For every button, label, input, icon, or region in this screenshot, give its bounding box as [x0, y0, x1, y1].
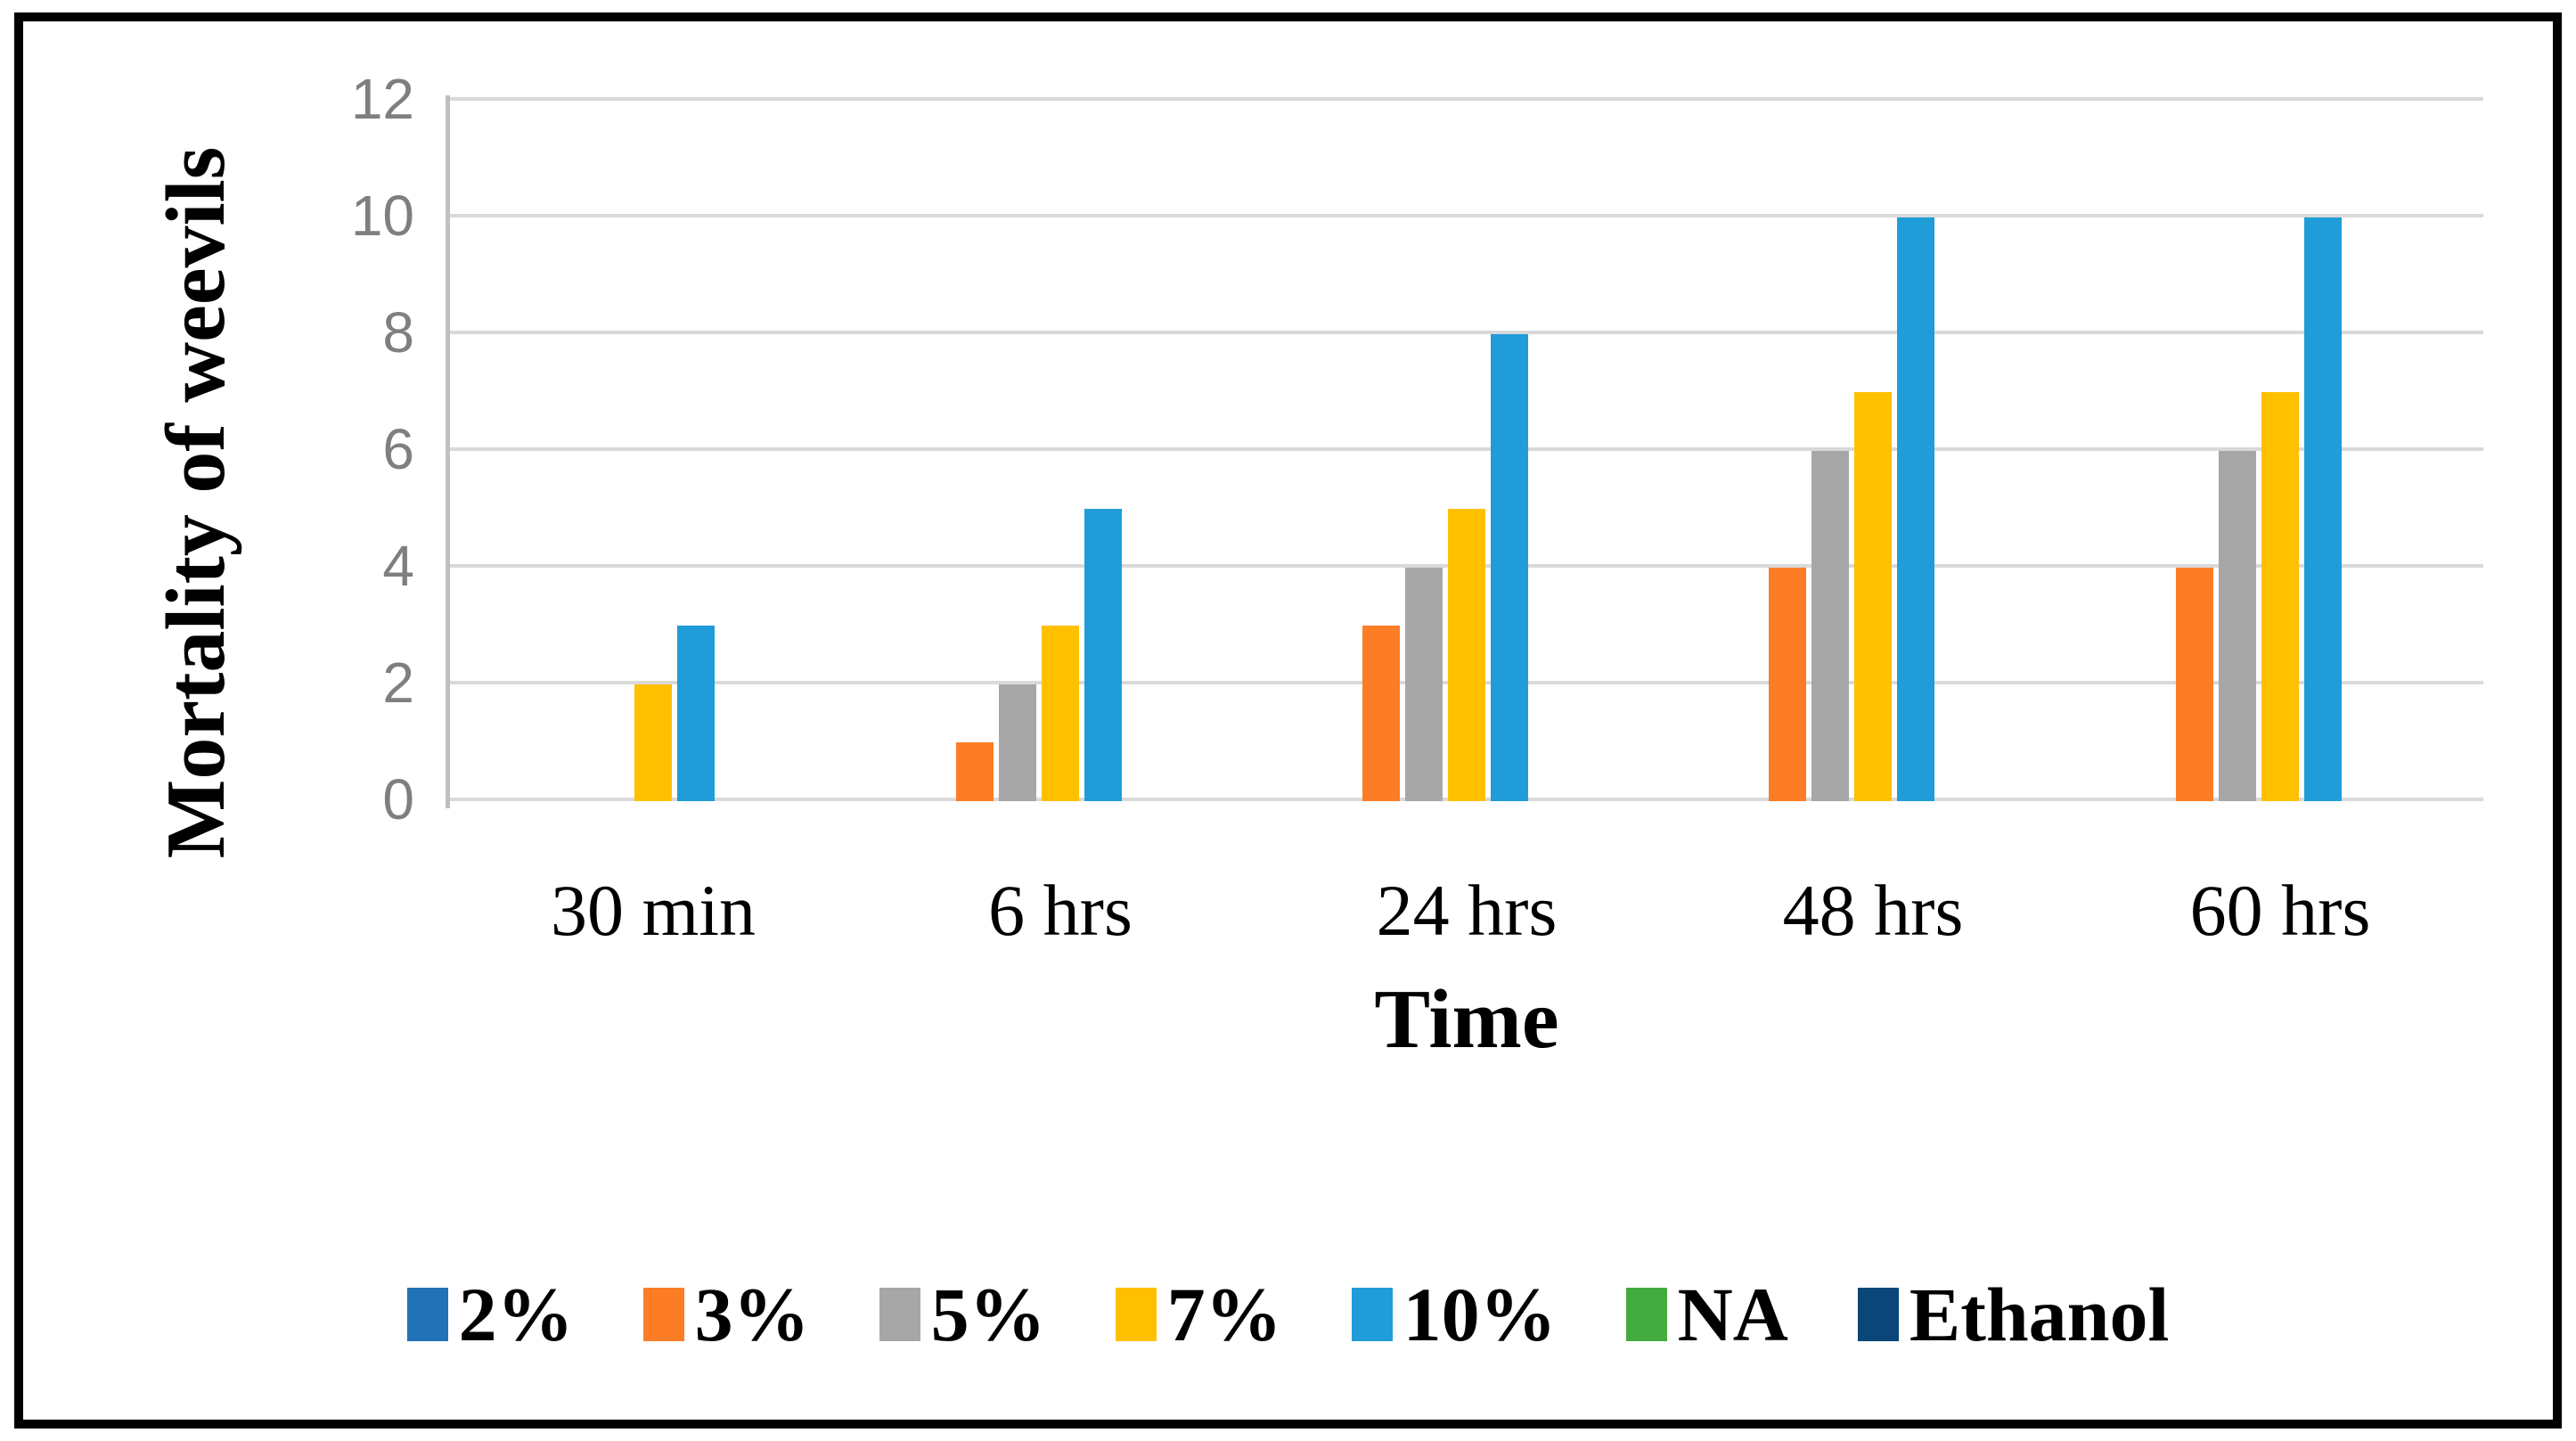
legend-label: 7% [1166, 1272, 1282, 1357]
y-tick-label-4: 4 [382, 534, 414, 598]
legend-swatch-icon [879, 1288, 920, 1341]
legend-label: 3% [694, 1272, 810, 1357]
y-tick-label-2: 2 [382, 651, 414, 715]
bar-5pct-60-hrs [2219, 451, 2256, 801]
x-category-label-48-hrs: 48 hrs [1782, 870, 1964, 951]
legend-item-2pct: 2% [406, 1270, 574, 1359]
bar-10pct-30-min [677, 626, 715, 801]
bar-7pct-30-min [634, 684, 672, 801]
y-tick-label-10: 10 [350, 184, 414, 248]
gridline-y-10 [450, 214, 2483, 217]
bar-10pct-24-hrs [1491, 334, 1528, 801]
legend-swatch-icon [406, 1288, 448, 1341]
y-tick-label-12: 12 [350, 67, 414, 131]
y-axis-line [446, 95, 450, 808]
plot-area [450, 95, 2483, 801]
legend-item-NA: NA [1625, 1270, 1788, 1359]
gridline-y-6 [450, 447, 2483, 451]
bar-7pct-24-hrs [1448, 509, 1485, 801]
legend-item-7pct: 7% [1115, 1270, 1282, 1359]
legend-swatch-icon [1625, 1288, 1667, 1341]
x-category-label-60-hrs: 60 hrs [2189, 870, 2371, 951]
y-tick-label-6: 6 [382, 417, 414, 481]
bar-10pct-60-hrs [2304, 217, 2342, 801]
figure-border [14, 12, 2562, 1429]
bar-7pct-60-hrs [2261, 392, 2299, 801]
legend-item-5pct: 5% [879, 1270, 1046, 1359]
x-category-label-24-hrs: 24 hrs [1376, 870, 1558, 951]
x-category-label-30-min: 30 min [550, 870, 756, 951]
legend-item-Ethanol: Ethanol [1857, 1270, 2170, 1359]
gridline-y-12 [450, 97, 2483, 101]
legend: 2% 3% 5% 7% 10% NA Ethanol [0, 1270, 2576, 1359]
y-tick-label-8: 8 [382, 300, 414, 364]
bar-3pct-48-hrs [1769, 568, 1806, 801]
legend-item-3pct: 3% [642, 1270, 810, 1359]
legend-label: 2% [458, 1272, 574, 1357]
bar-5pct-48-hrs [1811, 451, 1849, 801]
bar-5pct-6-hrs [999, 684, 1036, 801]
gridline-y-8 [450, 331, 2483, 334]
legend-label: Ethanol [1909, 1272, 2170, 1357]
bar-10pct-6-hrs [1084, 509, 1122, 801]
legend-swatch-icon [1115, 1288, 1157, 1341]
legend-swatch-icon [1857, 1288, 1899, 1341]
bar-3pct-24-hrs [1362, 626, 1400, 801]
legend-swatch-icon [1351, 1288, 1393, 1341]
legend-label: 5% [930, 1272, 1046, 1357]
legend-label: NA [1677, 1272, 1788, 1357]
legend-swatch-icon [642, 1288, 684, 1341]
y-tick-label-0: 0 [382, 767, 414, 831]
x-category-label-6-hrs: 6 hrs [988, 870, 1133, 951]
bar-10pct-48-hrs [1897, 217, 1934, 801]
bar-7pct-6-hrs [1042, 626, 1079, 801]
bar-3pct-6-hrs [956, 742, 994, 801]
legend-label: 10% [1402, 1272, 1557, 1357]
x-axis-title: Time [1374, 973, 1559, 1066]
legend-item-10pct: 10% [1351, 1270, 1557, 1359]
bar-5pct-24-hrs [1405, 568, 1443, 801]
bar-7pct-48-hrs [1854, 392, 1892, 801]
bar-3pct-60-hrs [2176, 568, 2213, 801]
